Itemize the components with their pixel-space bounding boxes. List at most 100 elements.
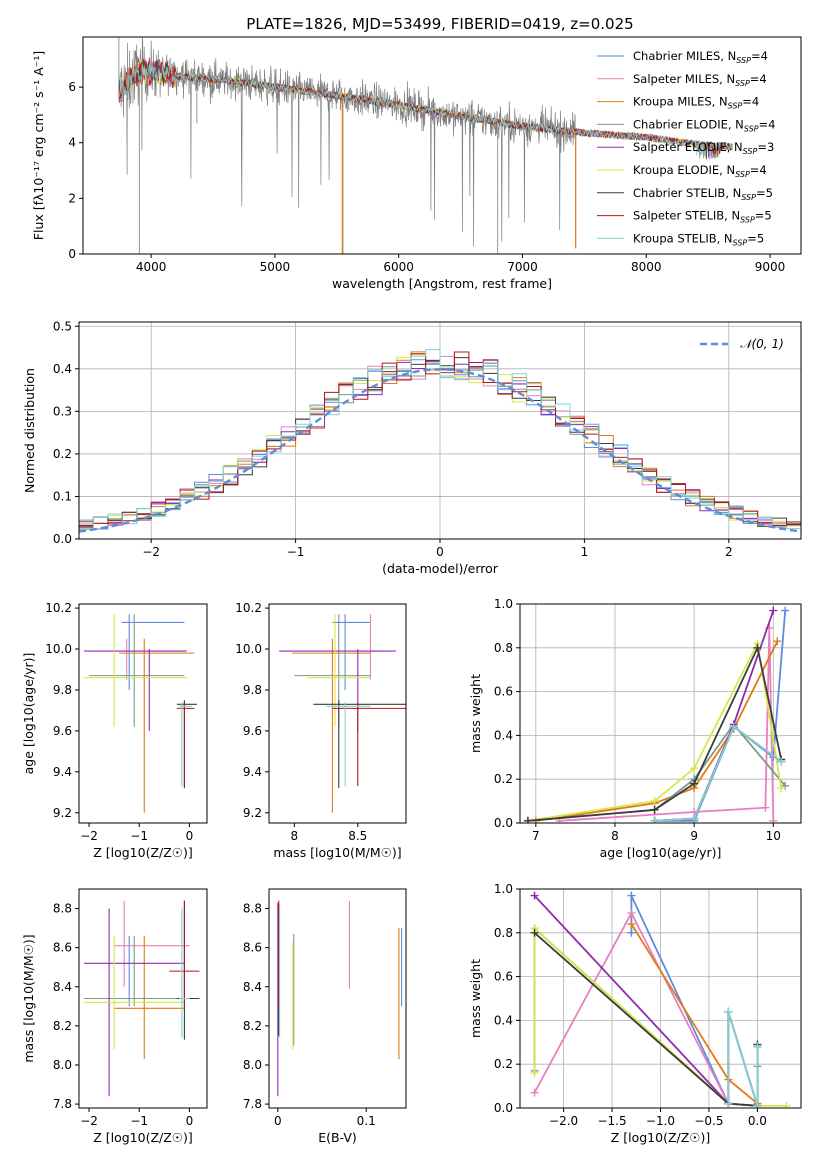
weight-marker [627,909,636,918]
y-tick-label: 10.2 [45,601,72,615]
legend-label: Kroupa MILES, NSSP=4 [633,95,759,111]
x-tick-label: −1 [130,1114,148,1128]
weight-marker [777,783,786,792]
y-tick-label: 0.0 [53,532,72,546]
age-mass-axes: 8 8.5 9.2 9.4 9.6 9.8 10.0 10.2 mass [log10(M/M☉… [235,601,407,860]
x-tick-label: 4000 [136,260,167,274]
y-tick-label: 8.6 [243,941,262,955]
y-tick-label: 6 [68,80,76,94]
y-tick-label: 0.8 [494,926,513,940]
y-tick-label: 8.8 [243,902,262,916]
weight-age-plot-area [523,606,790,823]
normal-curve [79,368,801,533]
x-tick-label: 6000 [383,260,414,274]
weight-line [654,725,782,822]
y-tick-label: 8.4 [243,980,262,994]
x-axis-label: E(B-V) [318,1130,357,1145]
weight-marker [530,928,539,937]
x-tick-label: −0.5 [694,1114,723,1128]
axes-frame [82,36,802,255]
y-axis-label: age [log10(age/yr)] [21,653,36,775]
x-tick-label: −2.0 [549,1114,578,1128]
weight-marker [530,1088,539,1097]
weight-line [527,723,786,822]
data-spectrum [118,37,577,247]
x-tick-label: 0.1 [357,1114,376,1128]
y-tick-label: 0.5 [53,319,72,333]
weight-marker [761,803,770,812]
y-tick-label: 10.0 [235,642,262,656]
y-tick-label: 8.0 [243,1058,262,1072]
y-tick-label: 7.8 [243,1097,262,1111]
x-tick-label: 0 [186,829,194,843]
weight-marker [650,816,659,823]
weight-marker [769,606,778,615]
y-tick-label: 0.0 [494,1101,513,1115]
axes-frame [519,603,802,824]
y-tick-label: 0.3 [53,404,72,418]
y-tick-label: 9.4 [53,765,72,779]
x-tick-label: 8.5 [348,829,367,843]
figure-title: PLATE=1826, MJD=53499, FIBERID=0419, z=0… [246,15,633,33]
y-tick-label: 10.2 [235,601,262,615]
mass-Z-axes: −2 −1 0 7.8 8.0 8.2 8.4 8.6 8.8 Z [log10(Z/Z☉)] ma… [21,888,208,1145]
residuals-axes: −2 −1 0 1 2 0.0 0.1 0.2 0.3 0.4 0.5 (data-model)/er… [22,319,802,576]
x-tick-label: −2 [80,829,98,843]
mass-ebv-plot-area [277,900,403,1097]
weight-Z-plot-area [530,891,791,1108]
y-tick-label: 8.2 [243,1019,262,1033]
y-tick-label: 9.8 [53,683,72,697]
y-tick-label: 8.2 [53,1019,72,1033]
weight-line [533,926,759,1107]
weight-marker [530,1068,539,1077]
weight-line [654,725,782,822]
axes-frame [78,321,802,540]
x-tick-label: −2 [80,1114,98,1128]
x-axis-label: age [log10(age/yr)] [600,845,722,860]
weight-marker [530,891,539,900]
y-tick-label: 9.6 [53,724,72,738]
x-tick-label: 8000 [631,260,662,274]
legend-label: Kroupa STELIB, NSSP=5 [633,231,764,247]
weight-age-axes: 7 8 9 10 0.0 0.2 0.4 0.6 0.8 1.0 age [log10(age/yr… [468,597,802,860]
y-axis-label: mass [log10(M/M☉)] [21,934,36,1062]
axes-frame [78,888,208,1109]
weight-marker [769,816,778,823]
legend-label: Salpeter STELIB, NSSP=5 [633,209,772,225]
x-tick-label: 0 [274,1114,282,1128]
y-tick-label: 9.8 [243,683,262,697]
y-tick-label: 8.8 [53,902,72,916]
weight-marker [690,814,699,823]
mass-ebv-axes: 0 0.1 7.8 8.0 8.2 8.4 8.6 8.8 E(B-V) [243,888,407,1145]
x-tick-label: 7 [532,829,540,843]
residuals-plot-area [79,349,801,533]
x-tick-label: 8 [611,829,619,843]
x-axis-label: mass [log10(M/M☉)] [273,845,401,860]
mass-Z-plot-area [84,900,200,1097]
x-tick-label: 0 [186,1114,194,1128]
weight-marker [627,928,636,937]
weight-marker [690,779,699,788]
legend-label: Chabrier STELIB, NSSP=5 [633,186,773,202]
legend-label: 𝒩(0, 1) [740,337,784,351]
weight-marker [627,891,636,900]
y-tick-label: 0 [68,247,76,261]
axes-frame [268,603,407,824]
age-mass-plot-area [279,614,406,813]
x-tick-label: 10 [766,829,781,843]
y-tick-label: 0.2 [494,772,513,786]
weight-marker [523,816,532,823]
weight-marker [690,764,699,773]
y-tick-label: 9.2 [243,806,262,820]
y-tick-label: 0.8 [494,641,513,655]
weight-marker [729,722,738,731]
y-tick-label: 4 [68,136,76,150]
weight-marker [777,757,786,766]
y-tick-label: 9.4 [243,765,262,779]
x-tick-label: 0 [436,545,444,559]
y-tick-label: 0.4 [53,362,72,376]
y-tick-label: 8.6 [53,941,72,955]
x-tick-label: −1.5 [597,1114,626,1128]
legend-label: Chabrier ELODIE, NSSP=4 [633,117,775,133]
